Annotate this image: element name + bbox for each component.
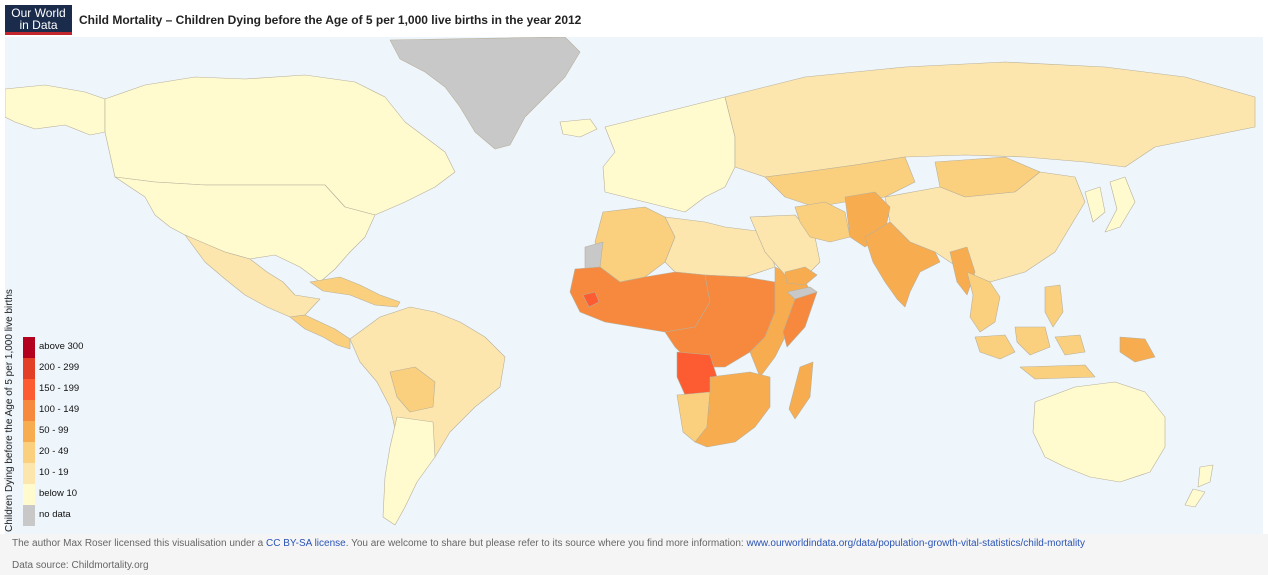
header: Our World in Data Child Mortality – Chil… bbox=[5, 5, 1263, 35]
legend-label: no data bbox=[39, 509, 71, 520]
owid-logo[interactable]: Our World in Data bbox=[5, 5, 72, 35]
chart-title: Child Mortality – Children Dying before … bbox=[79, 13, 582, 27]
legend-swatch bbox=[23, 421, 35, 442]
region-madagascar[interactable] bbox=[788, 361, 814, 420]
region-india[interactable] bbox=[864, 221, 941, 308]
legend-label: 50 - 99 bbox=[39, 425, 69, 436]
region-usa[interactable] bbox=[114, 176, 376, 283]
legend-label: 150 - 199 bbox=[39, 383, 80, 394]
region-chile-argentina[interactable] bbox=[382, 416, 436, 526]
legend-item[interactable]: 100 - 149 bbox=[23, 400, 103, 421]
region-iran[interactable] bbox=[794, 201, 851, 243]
region-western-sahara[interactable] bbox=[584, 241, 604, 270]
legend-label: below 10 bbox=[39, 488, 78, 499]
world-map bbox=[5, 37, 1263, 534]
region-new-zealand[interactable] bbox=[1184, 464, 1214, 508]
region-bolivia[interactable] bbox=[389, 366, 436, 413]
legend-label: 200 - 299 bbox=[39, 362, 80, 373]
region-greenland[interactable] bbox=[389, 37, 581, 150]
legend-swatch bbox=[23, 463, 35, 484]
region-arabia[interactable] bbox=[749, 214, 821, 278]
logo-accent-bar bbox=[5, 32, 72, 35]
legend-item[interactable]: no data bbox=[23, 505, 103, 526]
license-link[interactable]: CC BY-SA license bbox=[266, 538, 346, 549]
legend-axis-title: Children Dying before the Age of 5 per 1… bbox=[4, 289, 15, 532]
source-link[interactable]: www.ourworldindata.org/data/population-g… bbox=[746, 538, 1085, 549]
legend-item[interactable]: 150 - 199 bbox=[23, 379, 103, 400]
legend-swatch bbox=[23, 442, 35, 463]
credit-prefix: The author Max Roser licensed this visua… bbox=[12, 538, 267, 549]
legend-swatch bbox=[23, 337, 35, 358]
legend-label: above 300 bbox=[39, 341, 84, 352]
region-indonesia[interactable] bbox=[974, 326, 1096, 380]
region-somaliland[interactable] bbox=[786, 286, 818, 300]
legend-item[interactable]: 10 - 19 bbox=[23, 463, 103, 484]
legend: above 300 200 - 299 150 - 199 100 - 149 50 -… bbox=[23, 337, 103, 526]
region-southern-africa[interactable] bbox=[694, 371, 771, 448]
legend-item[interactable]: below 10 bbox=[23, 484, 103, 505]
legend-swatch bbox=[23, 484, 35, 505]
legend-label: 20 - 49 bbox=[39, 446, 69, 457]
legend-swatch bbox=[23, 400, 35, 421]
legend-item[interactable]: 200 - 299 bbox=[23, 358, 103, 379]
legend-swatch bbox=[23, 358, 35, 379]
region-japan-korea[interactable] bbox=[1084, 176, 1136, 233]
logo-line-2: in Data bbox=[19, 18, 58, 32]
legend-item[interactable]: 50 - 99 bbox=[23, 421, 103, 442]
legend-item[interactable]: above 300 bbox=[23, 337, 103, 358]
credit-middle: . You are welcome to share but please re… bbox=[345, 538, 747, 549]
region-mexico[interactable] bbox=[184, 234, 321, 318]
region-iceland[interactable] bbox=[559, 118, 598, 138]
legend-swatch bbox=[23, 505, 35, 526]
legend-swatch bbox=[23, 379, 35, 400]
legend-item[interactable]: 20 - 49 bbox=[23, 442, 103, 463]
region-papua-new-guinea[interactable] bbox=[1119, 336, 1156, 363]
data-source: Data source: Childmortality.org bbox=[12, 560, 149, 571]
region-central-america[interactable] bbox=[289, 314, 351, 350]
region-caribbean[interactable] bbox=[309, 276, 401, 308]
world-map-svg bbox=[5, 37, 1256, 526]
region-sierra-leone[interactable] bbox=[582, 291, 600, 308]
region-yemen[interactable] bbox=[784, 266, 818, 286]
footer: The author Max Roser licensed this visua… bbox=[0, 534, 1268, 575]
region-southeast-asia[interactable] bbox=[966, 271, 1001, 333]
region-europe[interactable] bbox=[602, 96, 736, 213]
legend-label: 100 - 149 bbox=[39, 404, 80, 415]
region-alaska[interactable] bbox=[5, 84, 106, 136]
region-philippines[interactable] bbox=[1044, 284, 1064, 328]
license-credit: The author Max Roser licensed this visua… bbox=[12, 538, 1085, 549]
region-australia[interactable] bbox=[1032, 381, 1166, 483]
region-north-africa[interactable] bbox=[594, 206, 676, 283]
logo-line-1: Our World bbox=[11, 6, 66, 20]
legend-label: 10 - 19 bbox=[39, 467, 69, 478]
